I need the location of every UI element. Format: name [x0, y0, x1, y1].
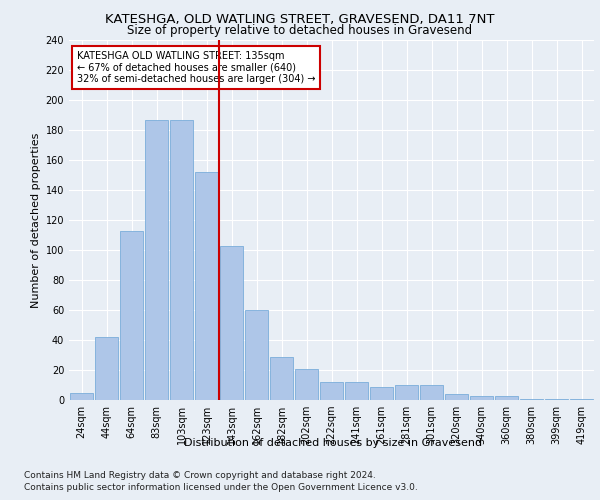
Bar [295, 368, 319, 400]
Bar [220, 246, 244, 400]
Text: Contains public sector information licensed under the Open Government Licence v3: Contains public sector information licen… [24, 482, 418, 492]
Bar [170, 120, 193, 400]
Bar [370, 386, 394, 400]
Bar [70, 392, 94, 400]
Bar [419, 385, 443, 400]
Bar [494, 396, 518, 400]
Bar [344, 382, 368, 400]
Text: Distribution of detached houses by size in Gravesend: Distribution of detached houses by size … [184, 438, 482, 448]
Bar [395, 385, 418, 400]
Bar [95, 337, 118, 400]
Y-axis label: Number of detached properties: Number of detached properties [31, 132, 41, 308]
Bar [145, 120, 169, 400]
Bar [119, 230, 143, 400]
Text: KATESHGA, OLD WATLING STREET, GRAVESEND, DA11 7NT: KATESHGA, OLD WATLING STREET, GRAVESEND,… [105, 12, 495, 26]
Text: Size of property relative to detached houses in Gravesend: Size of property relative to detached ho… [127, 24, 473, 37]
Bar [269, 356, 293, 400]
Bar [445, 394, 469, 400]
Bar [569, 398, 593, 400]
Text: Contains HM Land Registry data © Crown copyright and database right 2024.: Contains HM Land Registry data © Crown c… [24, 472, 376, 480]
Bar [545, 398, 568, 400]
Bar [194, 172, 218, 400]
Text: KATESHGA OLD WATLING STREET: 135sqm
← 67% of detached houses are smaller (640)
3: KATESHGA OLD WATLING STREET: 135sqm ← 67… [77, 51, 316, 84]
Bar [470, 396, 493, 400]
Bar [320, 382, 343, 400]
Bar [520, 398, 544, 400]
Bar [245, 310, 268, 400]
